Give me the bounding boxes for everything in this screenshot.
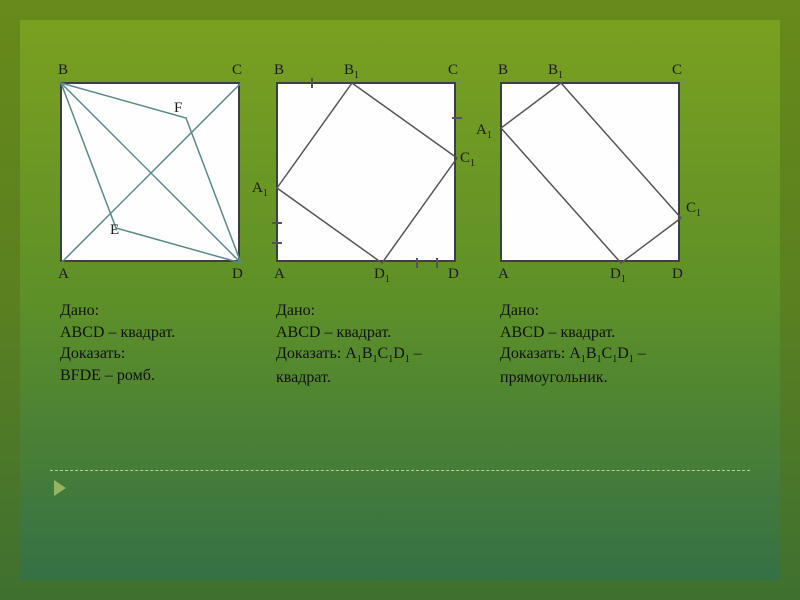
label-B1-3: B1 [548,62,563,81]
label-A2: A [274,266,285,283]
figure-3: B C A D B1 C1 D1 A1 [500,82,680,262]
label-C3: C [672,62,682,79]
label-C2: C [448,62,458,79]
tick-left1 [272,222,282,224]
inscribed-square [276,82,458,264]
figure-1: B C A D F E [60,82,240,262]
tick-bot2 [436,258,438,268]
label-B: B [58,62,68,79]
label-A1-3: A1 [476,122,492,141]
t1-line4: BFDE – ромб. [60,365,280,387]
text-block-2: Дано: ABCD – квадрат. Доказать: A1B1C1D1… [276,300,496,388]
label-B3: B [498,62,508,79]
t2-line4: квадрат. [276,367,496,389]
slide-container: B C A D F E B C A D B1 C1 D1 A1 B C [20,20,780,580]
next-arrow-icon[interactable] [54,480,66,496]
label-C1-3: C1 [686,200,701,219]
tick-bot1 [416,258,418,268]
t3-line2: ABCD – квадрат. [500,322,720,344]
inscribed-rectangle [500,82,682,264]
label-E: E [110,222,119,239]
label-D3: D [672,266,683,283]
label-B1-2: B1 [344,62,359,81]
label-D2: D [448,266,459,283]
t1-line2: ABCD – квадрат. [60,322,280,344]
label-B2: B [274,62,284,79]
label-D: D [232,266,243,283]
label-C: C [232,62,242,79]
label-D1-2: D1 [374,266,390,285]
tick-left2 [272,242,282,244]
rhombus-bfde [60,82,242,264]
label-A3: A [498,266,509,283]
label-F: F [174,100,182,117]
t1-line3: Доказать: [60,343,280,365]
label-C1-2: C1 [460,150,475,169]
t3-line3: Доказать: A1B1C1D1 – [500,343,720,367]
label-A1-2: A1 [252,180,268,199]
t3-line1: Дано: [500,300,720,322]
t2-line1: Дано: [276,300,496,322]
t2-line3: Доказать: A1B1C1D1 – [276,343,496,367]
t1-line1: Дано: [60,300,280,322]
label-A: A [58,266,69,283]
tick-top1 [311,78,313,88]
tick-right1 [452,117,462,119]
t3-line4: прямоугольник. [500,367,720,389]
divider-line [50,470,750,471]
t2-line2: ABCD – квадрат. [276,322,496,344]
figure-2: B C A D B1 C1 D1 A1 [276,82,456,262]
text-block-1: Дано: ABCD – квадрат. Доказать: BFDE – р… [60,300,280,386]
label-D1-3: D1 [610,266,626,285]
text-block-3: Дано: ABCD – квадрат. Доказать: A1B1C1D1… [500,300,720,388]
